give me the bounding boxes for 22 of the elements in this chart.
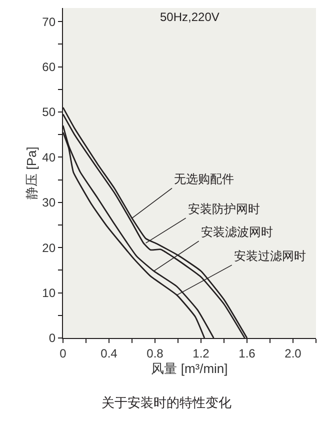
annotation: 安装防护网时 (188, 202, 260, 216)
text: 关于安装时的特性变化 (102, 395, 232, 410)
y-tick-label: 10 (42, 286, 56, 300)
y-tick-label: 70 (42, 14, 56, 29)
y-tick-label: 30 (42, 196, 56, 210)
y-tick-label: 60 (42, 60, 56, 74)
annotation: 安装过滤网时 (234, 249, 306, 263)
annotation: 无选购配件 (174, 172, 234, 186)
y-tick-label: 40 (42, 150, 56, 164)
x-tick-label: 0.4 (100, 346, 118, 360)
y-axis-title: 静压 [Pa] (24, 146, 40, 200)
x-tick-label: 0.8 (146, 346, 164, 360)
x-tick-label: 1.6 (238, 346, 256, 360)
x-tick-label: 0 (60, 346, 67, 360)
x-axis-title: 风量 [m³/min] (151, 361, 228, 376)
chart-subtitle: 50Hz,220V (160, 10, 220, 24)
y-tick-label: 50 (42, 105, 56, 120)
x-tick-label: 2.0 (284, 346, 302, 360)
y-tick-label: 20 (42, 240, 56, 255)
annotation: 安装滤波网时 (201, 225, 273, 239)
x-tick-label: 1.2 (192, 346, 210, 360)
y-tick-label: 0 (48, 331, 56, 346)
